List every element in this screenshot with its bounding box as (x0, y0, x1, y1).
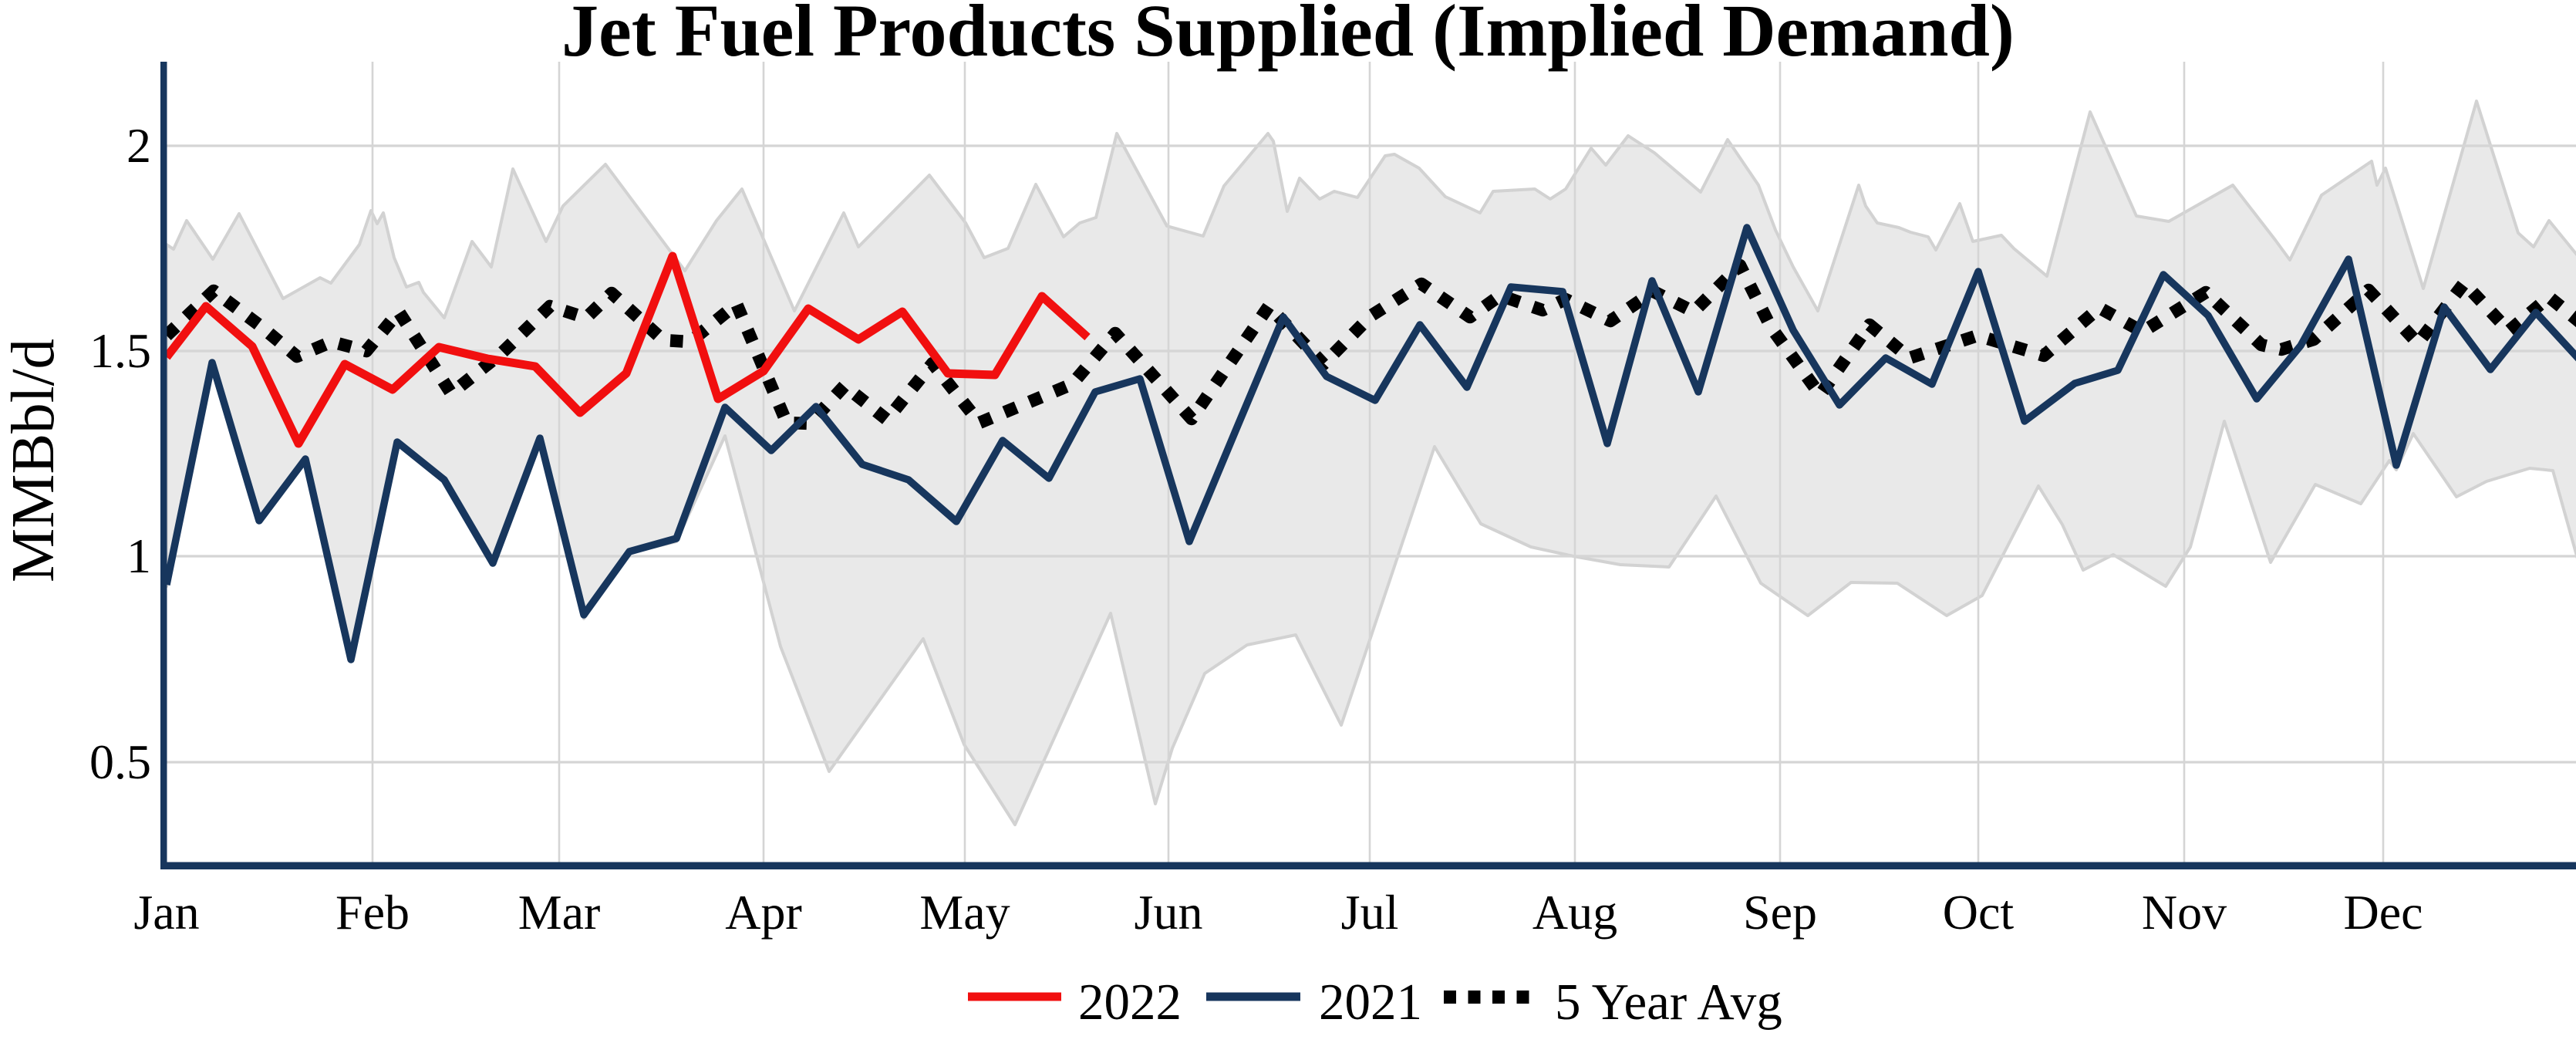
svg-text:MMBbl/d: MMBbl/d (0, 339, 67, 582)
svg-text:Oct: Oct (1943, 885, 2015, 940)
svg-text:Aug: Aug (1532, 885, 1617, 940)
svg-text:1.5: 1.5 (89, 323, 151, 378)
svg-text:2: 2 (126, 118, 151, 173)
svg-text:5 Year Avg: 5 Year Avg (1555, 974, 1782, 1031)
svg-text:Jun: Jun (1135, 885, 1203, 940)
svg-text:2022: 2022 (1078, 974, 1182, 1031)
svg-text:Sep: Sep (1743, 885, 1817, 940)
svg-text:May: May (919, 885, 1010, 940)
svg-text:Mar: Mar (518, 885, 601, 940)
svg-text:Dec: Dec (2343, 885, 2423, 940)
svg-text:2021: 2021 (1319, 974, 1422, 1031)
svg-text:1: 1 (126, 528, 151, 583)
svg-text:Jul: Jul (1341, 885, 1399, 940)
svg-text:Jan: Jan (133, 885, 199, 940)
svg-text:Jet Fuel Products Supplied (Im: Jet Fuel Products Supplied (Implied Dema… (561, 0, 2015, 72)
svg-text:Feb: Feb (335, 885, 410, 940)
svg-text:0.5: 0.5 (89, 734, 151, 789)
svg-text:Apr: Apr (725, 885, 802, 940)
svg-text:Nov: Nov (2142, 885, 2227, 940)
